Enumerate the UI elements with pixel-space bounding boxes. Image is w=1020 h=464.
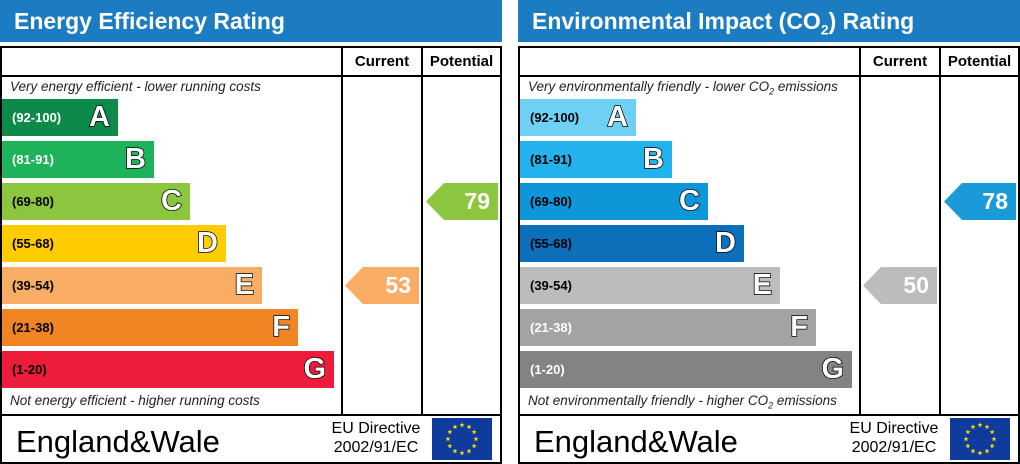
band-range: (39-54) [12, 278, 54, 293]
column-potential-header: Potential [947, 53, 1012, 70]
band-g: (1-20) G [520, 351, 852, 388]
eu-star-icon [445, 436, 451, 442]
band-range: (21-38) [12, 320, 54, 335]
column-potential-header: Potential [429, 53, 494, 70]
eu-star-icon [447, 429, 453, 435]
eu-star-icon [970, 448, 976, 454]
band-range: (69-80) [530, 194, 572, 209]
eu-star-icon [989, 443, 995, 449]
eu-flag-icon [432, 418, 492, 460]
band-range: (69-80) [12, 194, 54, 209]
eu-star-icon [459, 450, 465, 456]
eu-star-icon [989, 429, 995, 435]
band-range: (92-100) [12, 110, 62, 125]
band-letter: E [752, 268, 773, 302]
band-range: (92-100) [530, 110, 580, 125]
eu-star-icon [991, 436, 997, 442]
eu-star-icon [984, 448, 990, 454]
eu-star-icon [965, 443, 971, 449]
panel-frame [0, 46, 502, 464]
band-letter: B [124, 142, 146, 176]
band-e: (39-54) E [2, 267, 262, 304]
potential-rating-value: 78 [982, 188, 1008, 214]
current-rating-value: 53 [385, 272, 411, 298]
band-range: (81-91) [12, 152, 54, 167]
band-letter: F [272, 310, 291, 344]
band-letter: A [606, 100, 628, 134]
band-letter: G [303, 352, 327, 386]
eu-star-icon [466, 424, 472, 429]
footer-region: England&Wale [16, 424, 220, 459]
panel-title: Environmental Impact (CO2) Rating [518, 0, 1020, 42]
band-letter: C [678, 184, 700, 218]
band-c: (69-80) C [2, 183, 190, 220]
band-letter: B [642, 142, 664, 176]
eu-directive-text: EU Directive 2002/91/EC [849, 420, 939, 456]
band-range: (81-91) [530, 152, 572, 167]
eu-star-icon [473, 436, 479, 442]
band-letter: F [790, 310, 809, 344]
current-rating-arrow: 53 [345, 267, 419, 304]
eu-star-icon [466, 448, 472, 454]
band-a: (92-100) A [2, 99, 118, 136]
band-g: (1-20) G [2, 351, 334, 388]
eu-star-icon [447, 443, 453, 449]
band-c: (69-80) C [520, 183, 708, 220]
band-a: (92-100) A [520, 99, 636, 136]
top-note: Very energy efficient - lower running co… [10, 79, 261, 94]
band-letter: C [160, 184, 182, 218]
column-current-header: Current [354, 53, 410, 70]
potential-rating-arrow: 78 [944, 183, 1016, 220]
eu-star-icon [977, 450, 983, 456]
eu-star-icon [963, 436, 969, 442]
band-f: (21-38) F [2, 309, 298, 346]
band-d: (55-68) D [2, 225, 226, 262]
band-letter: D [714, 226, 736, 260]
band-range: (55-68) [12, 236, 54, 251]
band-b: (81-91) B [2, 141, 154, 178]
band-letter: D [196, 226, 218, 260]
eu-star-icon [452, 448, 458, 454]
bottom-note: Not environmentally friendly - higher CO… [528, 393, 837, 411]
current-rating-arrow: 50 [863, 267, 937, 304]
footer-region: England&Wale [534, 424, 738, 459]
eu-star-icon [970, 424, 976, 429]
band-range: (1-20) [12, 362, 47, 377]
eu-star-icon [984, 424, 990, 429]
eu-star-icon [977, 422, 983, 428]
band-range: (55-68) [530, 236, 572, 251]
band-letter: G [821, 352, 845, 386]
column-current-header: Current [872, 53, 928, 70]
eu-star-icon [471, 429, 477, 435]
band-b: (81-91) B [520, 141, 672, 178]
current-rating-value: 50 [903, 272, 929, 298]
environmental-impact-panel: Environmental Impact (CO2) Rating Curren… [518, 0, 1020, 464]
eu-directive-text: EU Directive 2002/91/EC [331, 420, 421, 456]
band-range: (39-54) [530, 278, 572, 293]
band-f: (21-38) F [520, 309, 816, 346]
eu-star-icon [459, 422, 465, 428]
eu-star-icon [471, 443, 477, 449]
band-range: (1-20) [530, 362, 565, 377]
band-letter: E [234, 268, 255, 302]
panel-title: Energy Efficiency Rating [0, 0, 502, 42]
eu-flag-icon [950, 418, 1010, 460]
eu-star-icon [965, 429, 971, 435]
panel-frame [518, 46, 1020, 464]
band-d: (55-68) D [520, 225, 744, 262]
eu-star-icon [452, 424, 458, 429]
top-note: Very environmentally friendly - lower CO… [528, 79, 838, 97]
bottom-note: Not energy efficient - higher running co… [10, 393, 260, 408]
energy-efficiency-panel: Energy Efficiency Rating Current Potenti… [0, 0, 502, 464]
potential-rating-arrow: 79 [426, 183, 498, 220]
band-range: (21-38) [530, 320, 572, 335]
band-letter: A [88, 100, 110, 134]
potential-rating-value: 79 [464, 188, 490, 214]
band-e: (39-54) E [520, 267, 780, 304]
